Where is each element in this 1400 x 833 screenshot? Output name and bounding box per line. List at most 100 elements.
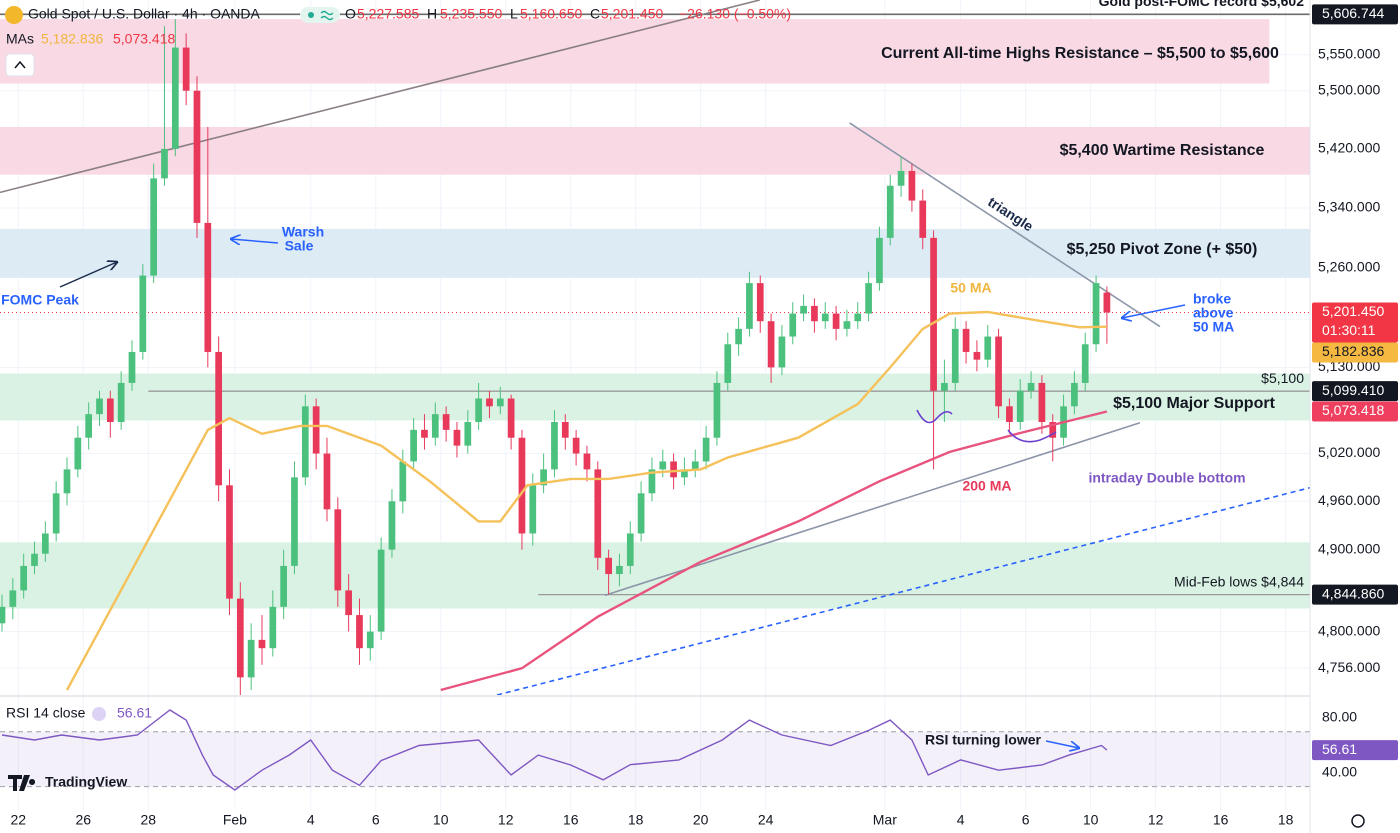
x-tick-label: 28 xyxy=(140,812,156,828)
collapse-button[interactable] xyxy=(5,53,35,77)
x-tick-label: 16 xyxy=(563,812,579,828)
ohlc-key: C xyxy=(590,6,600,22)
y-tick-label: 5,260.000 xyxy=(1318,259,1380,275)
annotation: $5,400 Wartime Resistance xyxy=(1060,142,1265,159)
x-tick-label: Mar xyxy=(873,812,897,828)
candle-body xyxy=(540,469,547,486)
settings-button[interactable] xyxy=(1351,814,1365,828)
brand-logo xyxy=(8,775,36,791)
annotation: Sale xyxy=(285,238,314,254)
candle-body xyxy=(475,398,482,422)
candle-body xyxy=(421,429,428,438)
x-tick-label: 18 xyxy=(1278,812,1294,828)
candle-body xyxy=(204,222,212,352)
candle-body xyxy=(691,461,699,470)
candle-body xyxy=(280,565,288,607)
symbol-icon xyxy=(5,6,23,24)
candle-body xyxy=(681,469,688,478)
candle-body xyxy=(843,321,851,329)
price-marker xyxy=(1312,342,1398,363)
candle-body xyxy=(226,485,233,599)
annotation: $5,100 Major Support xyxy=(1113,395,1275,412)
candle-body xyxy=(453,429,461,446)
x-tick-label: 6 xyxy=(372,812,380,828)
candle-body xyxy=(811,305,818,322)
x-tick-label: 26 xyxy=(75,812,91,828)
candle-body xyxy=(821,313,829,322)
candle-body xyxy=(1038,382,1046,422)
candle-body xyxy=(41,533,49,554)
x-tick-label: 12 xyxy=(1148,812,1164,828)
candle-body xyxy=(171,47,179,149)
trend-line xyxy=(496,486,1310,695)
candle-body xyxy=(518,437,526,534)
y-tick-label: 4,900.000 xyxy=(1318,540,1380,556)
price-marker xyxy=(1312,401,1398,422)
y-tick-label: 4,756.000 xyxy=(1318,659,1380,675)
candle-body xyxy=(20,565,28,591)
y-tick-label: 5,500.000 xyxy=(1318,81,1380,97)
rsi-tick-label: 80.00 xyxy=(1322,709,1357,725)
candle-body xyxy=(789,313,797,337)
annotation: intraday Double bottom xyxy=(1088,470,1245,486)
candle-body xyxy=(626,533,634,566)
candle-body xyxy=(702,437,710,462)
candle-body xyxy=(291,477,298,566)
candle-body xyxy=(442,414,450,430)
header: Gold Spot / U.S. Dollar · 4h · OANDA O 5… xyxy=(5,6,1365,828)
double-bottom-mark xyxy=(1007,429,1057,443)
candle-body xyxy=(1071,382,1078,407)
candle-body xyxy=(832,313,840,329)
zone xyxy=(0,126,1310,175)
candle-body xyxy=(247,639,255,678)
candle-body xyxy=(312,406,320,454)
y-tick-label: 5,020.000 xyxy=(1318,444,1380,460)
ohlc-value: 5,160.650 xyxy=(520,6,582,22)
annotation: Warsh xyxy=(282,224,324,240)
candle-body xyxy=(486,398,493,407)
ma-legend-value: 5,182.836 xyxy=(41,31,103,47)
x-tick-label: 10 xyxy=(433,812,449,828)
ohlc-key: H xyxy=(427,6,437,22)
price-marker-label: 5,073.418 xyxy=(1322,402,1384,418)
candle-body xyxy=(269,606,277,649)
candle-body xyxy=(572,437,580,454)
level-label: $5,100 xyxy=(1261,370,1304,386)
candle-body xyxy=(551,421,558,470)
candle-body xyxy=(399,461,407,502)
candle-body xyxy=(908,170,916,201)
x-tick-label: 22 xyxy=(10,812,26,828)
candle-body xyxy=(800,305,807,314)
x-tick-label: 6 xyxy=(1022,812,1030,828)
x-tick-label: 24 xyxy=(758,812,774,828)
price-marker-label: 5,606.744 xyxy=(1322,5,1384,21)
change: −26.130 (−0.50%) xyxy=(679,6,791,22)
ohlc-key: O xyxy=(345,6,356,22)
annotation: RSI turning lower xyxy=(925,732,1041,748)
price-marker-label: 5,182.836 xyxy=(1322,343,1384,359)
candle-body xyxy=(713,382,721,438)
candle-body xyxy=(128,351,136,383)
candle-body xyxy=(1006,406,1013,422)
candle-body xyxy=(236,598,244,678)
candle-body xyxy=(735,328,742,345)
ma-line xyxy=(440,410,1108,692)
candle-body xyxy=(1027,382,1035,391)
candle-body xyxy=(594,469,602,558)
candle-body xyxy=(984,336,992,360)
ohlc-value: 5,201.450 xyxy=(601,6,663,22)
candle-body xyxy=(345,590,352,616)
x-tick-label: 18 xyxy=(628,812,644,828)
symbol-title: Gold Spot / U.S. Dollar · 4h · OANDA xyxy=(28,6,261,22)
ohlc-value: 5,235.550 xyxy=(440,6,502,22)
candle-body xyxy=(670,461,677,478)
candle-body xyxy=(117,382,125,422)
rsi-line xyxy=(1,709,1108,791)
annotation: 50 MA xyxy=(1193,319,1234,335)
rsi-legend-title: RSI 14 close xyxy=(6,705,86,721)
candle-body xyxy=(106,398,114,422)
y-tick-label: 4,800.000 xyxy=(1318,622,1380,638)
y-tick-label: 5,420.000 xyxy=(1318,140,1380,156)
annotation: FOMC Peak xyxy=(1,292,79,308)
